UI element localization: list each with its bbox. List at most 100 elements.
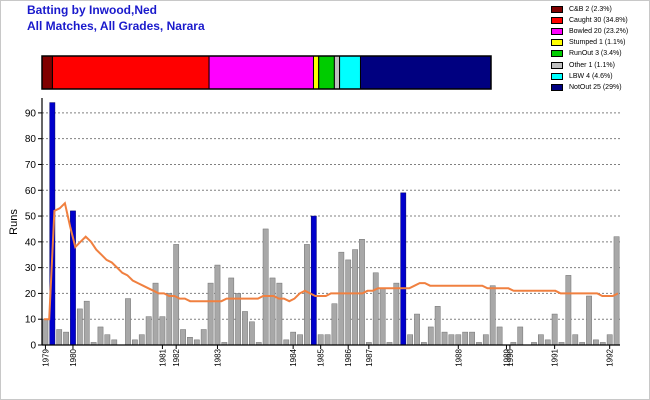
innings-bar — [455, 334, 462, 346]
legend-item-bowled: Bowled 20 (23.2%) — [551, 26, 628, 37]
legend-item-caught: Caught 30 (34.8%) — [551, 15, 628, 26]
year-label: 1981 — [158, 348, 167, 366]
innings-bar — [317, 334, 324, 346]
legend-item-runout: RunOut 3 (3.4%) — [551, 48, 628, 59]
innings-bar — [427, 326, 434, 346]
gridlines — [42, 112, 620, 320]
year-label: 1985 — [317, 348, 326, 366]
innings-bar — [63, 331, 69, 346]
y-tick-label: 50 — [25, 212, 37, 223]
y-tick-label: 40 — [25, 237, 37, 248]
innings-bar — [145, 316, 152, 346]
innings-bar — [372, 272, 379, 346]
innings-bar — [517, 326, 524, 346]
innings-bar — [462, 331, 469, 346]
innings-bar — [496, 326, 503, 346]
innings-bar — [262, 228, 269, 346]
innings-bar — [352, 249, 358, 346]
y-tick-label: 70 — [25, 160, 37, 171]
innings-bar — [111, 339, 118, 346]
year-label: 1987 — [365, 348, 374, 366]
segment-other — [333, 55, 341, 90]
year-label: 1982 — [172, 348, 181, 366]
legend-swatch — [551, 17, 563, 25]
innings-bar — [551, 313, 558, 346]
y-tick-label: 80 — [25, 134, 37, 145]
legend-item-notout: NotOut 25 (29%) — [551, 82, 628, 93]
x-year-labels: 1979 1980 1981 1982 1983 1984 1985 1986 1987 1988… — [41, 345, 615, 367]
y-tick-labels: 0 10 20 30 40 50 60 70 80 90 — [25, 108, 42, 352]
year-label: 1983 — [213, 348, 222, 366]
legend-label: C&B 2 (2.3%) — [569, 6, 612, 14]
innings-bar — [159, 316, 166, 346]
legend-swatch — [551, 39, 563, 47]
innings-bar — [469, 331, 475, 346]
innings-bar — [297, 334, 303, 346]
innings-bar — [290, 331, 297, 346]
innings-bar — [304, 244, 310, 346]
segment-caught — [51, 55, 210, 90]
legend-swatch — [551, 61, 563, 69]
chart-subtitle: All Matches, All Grades, Narara — [27, 19, 205, 33]
innings-bar — [76, 308, 83, 346]
innings-bar — [207, 282, 214, 346]
innings-bar — [606, 334, 613, 346]
innings-bar — [414, 313, 420, 346]
y-tick-label: 10 — [25, 315, 37, 326]
segment-lbw — [339, 55, 361, 90]
segment-stumped — [312, 55, 320, 90]
legend-swatch — [551, 50, 563, 58]
innings-bar — [441, 331, 448, 346]
legend-label: LBW 4 (4.6%) — [569, 72, 613, 80]
innings-bar — [345, 259, 352, 346]
innings-bar — [97, 326, 104, 346]
innings-bar — [132, 339, 138, 346]
average-line — [44, 201, 619, 321]
innings-bar — [379, 288, 386, 346]
innings-bar — [242, 311, 248, 346]
innings-bar — [324, 334, 331, 346]
innings-bars — [42, 102, 620, 346]
innings-bar — [56, 329, 63, 346]
innings-bar — [407, 334, 413, 346]
innings-bar — [269, 277, 276, 346]
innings-bar — [193, 339, 200, 346]
legend-item-lbw: LBW 4 (4.6%) — [551, 71, 628, 82]
legend-swatch — [551, 83, 563, 91]
chart-title: Batting by Inwood,Ned — [27, 3, 157, 17]
innings-bar-notout — [400, 192, 407, 346]
stacked-bar-outline — [41, 55, 492, 90]
innings-bar — [538, 334, 544, 346]
innings-bar — [613, 236, 620, 346]
innings-bar — [544, 339, 551, 346]
innings-bar-notout — [310, 215, 317, 346]
year-label: 1992 — [606, 348, 615, 366]
innings-bar — [489, 285, 496, 346]
innings-bar — [83, 300, 90, 346]
innings-bar — [125, 298, 131, 346]
legend-swatch — [551, 6, 563, 14]
legend-item-stumped: Stumped 1 (1.1%) — [551, 37, 628, 48]
innings-bar — [214, 264, 221, 346]
y-tick-label: 60 — [25, 186, 37, 197]
innings-bar — [228, 277, 235, 346]
innings-bar — [276, 282, 283, 346]
y-axis-label: Runs — [8, 209, 20, 235]
innings-bar — [173, 244, 180, 346]
year-label: 1979 — [41, 348, 50, 366]
innings-bar — [393, 282, 400, 346]
innings-bar — [138, 334, 145, 346]
legend-label: Bowled 20 (23.2%) — [569, 28, 629, 36]
legend-swatch — [551, 72, 563, 80]
innings-bar — [166, 293, 173, 346]
y-tick-label: 30 — [25, 263, 37, 274]
year-label: 1990 — [506, 348, 515, 366]
innings-bar — [434, 306, 441, 346]
year-label: 1989 — [502, 348, 511, 366]
innings-bar — [283, 339, 290, 346]
segment-notout — [359, 55, 492, 90]
legend-swatch — [551, 28, 563, 36]
innings-bar — [331, 303, 338, 346]
innings-bar — [104, 334, 111, 346]
